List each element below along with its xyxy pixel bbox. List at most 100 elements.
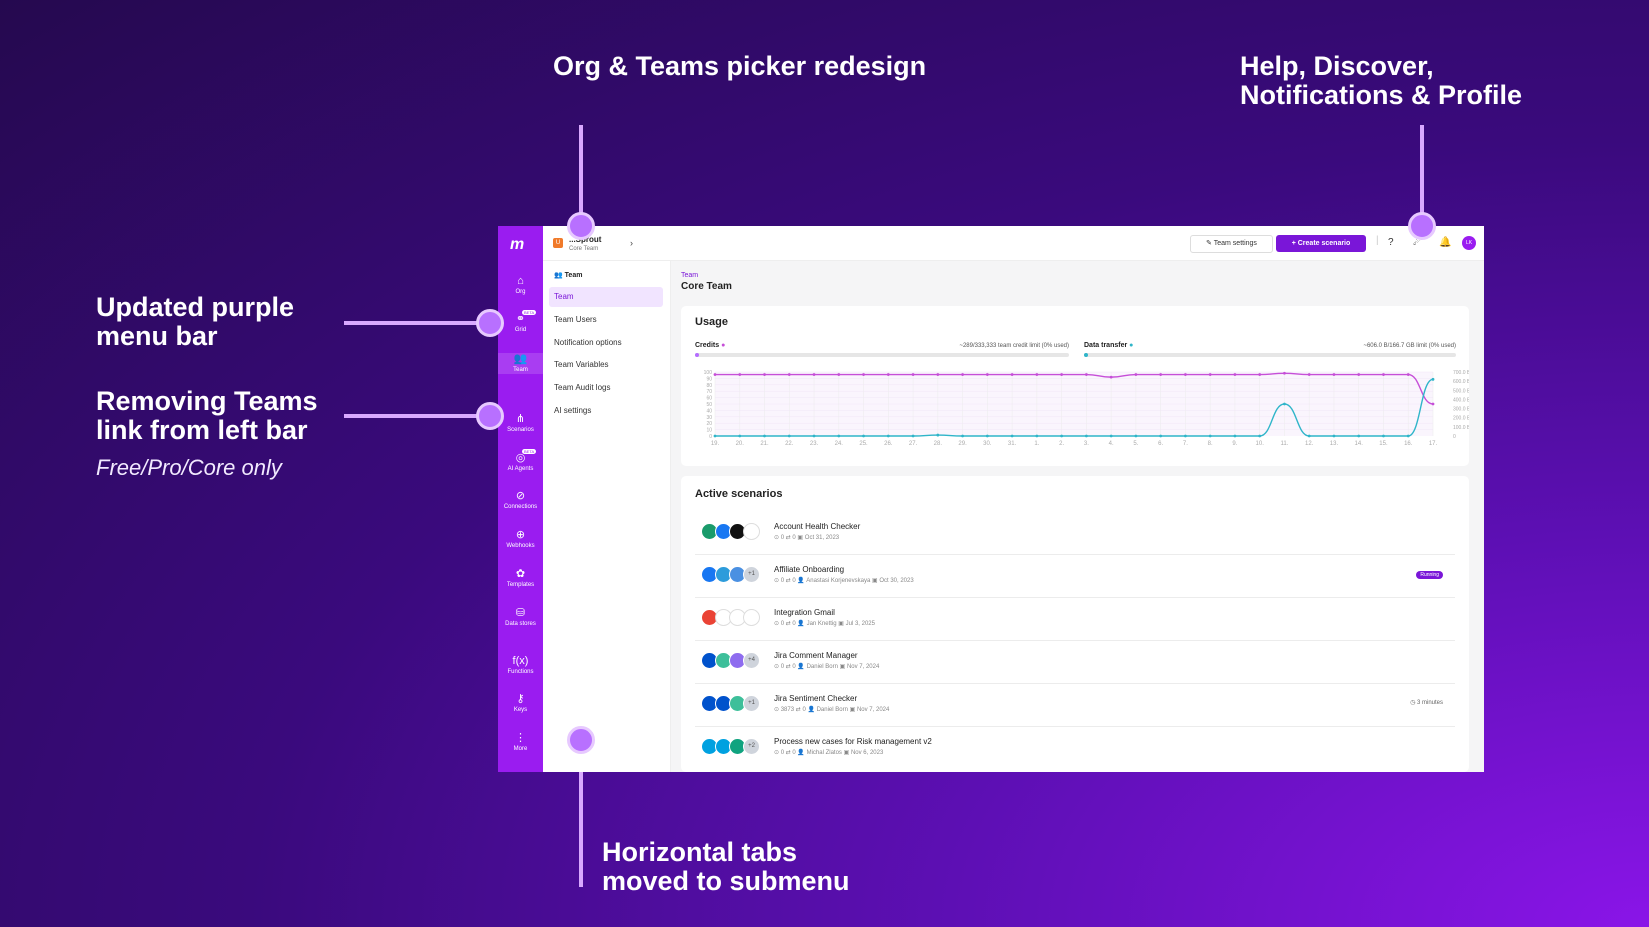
- bell-icon[interactable]: 🔔: [1439, 237, 1452, 248]
- leftbar-item-templates[interactable]: ✿ Templates: [498, 568, 543, 589]
- main-content: Team Core Team Usage Credits ● ~289/333,…: [671, 261, 1484, 772]
- scenario-name[interactable]: Integration Gmail: [774, 608, 835, 617]
- leftbar-item-keys[interactable]: ⚷ Keys: [498, 693, 543, 714]
- transfers-icon: ⇄: [784, 578, 793, 584]
- key-icon: ⚷: [516, 693, 525, 705]
- transfer-bar: [1084, 353, 1456, 357]
- chart-x-tick: 6.: [1158, 441, 1163, 447]
- chart-point: [763, 434, 766, 438]
- scenario-transfers: 0: [792, 578, 796, 584]
- chart-x-tick: 1.: [1034, 441, 1039, 447]
- scenario-row[interactable]: +1 Affiliate Onboarding ⊙ 0 ⇄ 0 👤 Anastasi…: [695, 555, 1455, 598]
- chart-point: [1084, 434, 1088, 438]
- chart-point: [1060, 434, 1064, 438]
- page-title: Core Team: [681, 281, 732, 292]
- team-settings-label: Team settings: [1213, 240, 1257, 247]
- transfer-dot-icon: ●: [1129, 342, 1134, 349]
- annotation-org-picker: Org & Teams picker redesign: [553, 51, 927, 81]
- submenu-item-notification-options[interactable]: Notification options: [554, 338, 622, 347]
- chart-point: [1184, 373, 1187, 376]
- breadcrumb[interactable]: Team: [681, 272, 699, 279]
- team-settings-button[interactable]: ✎ Team settings: [1190, 235, 1273, 253]
- credits-bar-fill: [695, 353, 699, 357]
- profile-avatar[interactable]: LK: [1462, 236, 1476, 250]
- leftbar-item-scenarios[interactable]: ⋔ Scenarios: [498, 413, 543, 434]
- chart-y-tick-left: 90: [706, 376, 712, 382]
- leftbar-item-connections[interactable]: ⊘ Connections: [498, 490, 543, 511]
- chart-x-tick: 5.: [1133, 441, 1138, 447]
- chart-y-tick-left: 20: [706, 421, 712, 427]
- scenario-transfers: 0: [792, 621, 796, 627]
- scenario-user: Anastasi Korjenevskaya: [806, 578, 871, 584]
- leftbar-item-team[interactable]: 👥 Team: [498, 353, 543, 374]
- divider: |: [1376, 235, 1379, 246]
- date-icon: ▣: [870, 578, 880, 584]
- leftbar-item-ai-agents[interactable]: ◎ BETA AI Agents: [498, 449, 543, 473]
- chart-point: [1109, 434, 1113, 438]
- scenario-name[interactable]: Jira Sentiment Checker: [774, 694, 858, 703]
- chart-point: [738, 434, 742, 438]
- user-icon: 👤: [795, 621, 807, 627]
- scenario-date: Nov 7, 2024: [846, 664, 880, 670]
- scenario-row[interactable]: Integration Gmail ⊙ 0 ⇄ 0 👤 Jan Knettig ▣…: [695, 598, 1455, 641]
- scenario-transfers: 0: [802, 707, 806, 713]
- scenario-name[interactable]: Process new cases for Risk management v2: [774, 737, 932, 746]
- scenario-date: Nov 6, 2023: [850, 750, 884, 756]
- leftbar-item-org[interactable]: ⌂ Org: [498, 275, 543, 296]
- transfers-icon: ⇄: [794, 707, 803, 713]
- submenu-item-ai-settings[interactable]: AI settings: [554, 406, 592, 415]
- submenu-item-team-users[interactable]: Team Users: [554, 315, 597, 324]
- date-icon: ▣: [795, 535, 805, 541]
- scenario-name[interactable]: Account Health Checker: [774, 522, 861, 531]
- credits-bar: [695, 353, 1069, 357]
- leftbar-item-data-stores[interactable]: ⛁ Data stores: [498, 607, 543, 628]
- chevron-right-icon[interactable]: ›: [630, 238, 633, 248]
- org-name[interactable]: ...Sprout: [569, 235, 602, 244]
- home-icon: ⌂: [517, 275, 524, 287]
- leftbar-item-label: More: [513, 746, 528, 752]
- chart-y-tick-right: 500.0 B: [1453, 388, 1469, 394]
- help-icon[interactable]: ?: [1388, 237, 1394, 248]
- chart-x-tick: 16.: [1404, 441, 1413, 447]
- chart-x-tick: 31.: [1008, 441, 1017, 447]
- leftbar-item-webhooks[interactable]: ⊕ Webhooks: [498, 529, 543, 550]
- leftbar-item-grid[interactable]: ⚭ BETA Grid: [498, 310, 543, 334]
- chart-point: [837, 373, 841, 376]
- transfers-icon: ⇄: [784, 621, 793, 627]
- scenario-ops: 0: [780, 664, 785, 670]
- discover-icon[interactable]: ☄: [1413, 237, 1422, 248]
- chart-x-tick: 22.: [785, 441, 794, 447]
- create-scenario-button[interactable]: + Create scenario: [1276, 235, 1366, 252]
- chart-point: [1332, 434, 1336, 438]
- chart-point: [738, 373, 742, 376]
- scenario-name[interactable]: Jira Comment Manager: [774, 651, 858, 660]
- scenario-row[interactable]: +4 Jira Comment Manager ⊙ 0 ⇄ 0 👤 Daniel B…: [695, 641, 1455, 684]
- org-team-name[interactable]: Core Team: [569, 246, 599, 252]
- plus-icon: +: [1291, 240, 1298, 247]
- leftbar-item-label: Functions: [507, 669, 534, 675]
- leftbar-item-functions[interactable]: f(x) Functions: [498, 655, 543, 676]
- make-logo[interactable]: m: [510, 236, 525, 253]
- chart-point: [1431, 402, 1435, 406]
- connector-tabs: [579, 740, 583, 887]
- scenario-row[interactable]: +2 Process new cases for Risk management …: [695, 727, 1455, 769]
- submenu-item-team[interactable]: Team: [549, 287, 663, 307]
- chart-point: [961, 373, 964, 376]
- credits-dot-icon: ●: [721, 342, 726, 349]
- grid-icon: ⚭: [515, 313, 526, 325]
- submenu-item-team-audit-logs[interactable]: Team Audit logs: [554, 383, 611, 392]
- chart-point: [1357, 373, 1361, 376]
- scenario-row[interactable]: +1 Jira Sentiment Checker ⊙ 3873 ⇄ 0 👤 Dan…: [695, 684, 1455, 727]
- submenu-item-team-variables[interactable]: Team Variables: [554, 360, 609, 369]
- scenario-name[interactable]: Affiliate Onboarding: [774, 565, 845, 574]
- leftbar-item-more[interactable]: ⋮ More: [498, 732, 543, 753]
- chart-x-tick: 3.: [1084, 441, 1089, 447]
- chart-x-tick: 2.: [1059, 441, 1064, 447]
- chart-y-tick-right: 0: [1453, 434, 1456, 440]
- chart-point: [763, 373, 766, 376]
- leftbar-item-label: Grid: [514, 327, 527, 333]
- org-icon[interactable]: U: [553, 238, 563, 248]
- chart-point: [1233, 373, 1237, 376]
- status-badge: Running: [1416, 571, 1443, 579]
- scenario-row[interactable]: Account Health Checker ⊙ 0 ⇄ 0 ▣ Oct 31, …: [695, 512, 1455, 555]
